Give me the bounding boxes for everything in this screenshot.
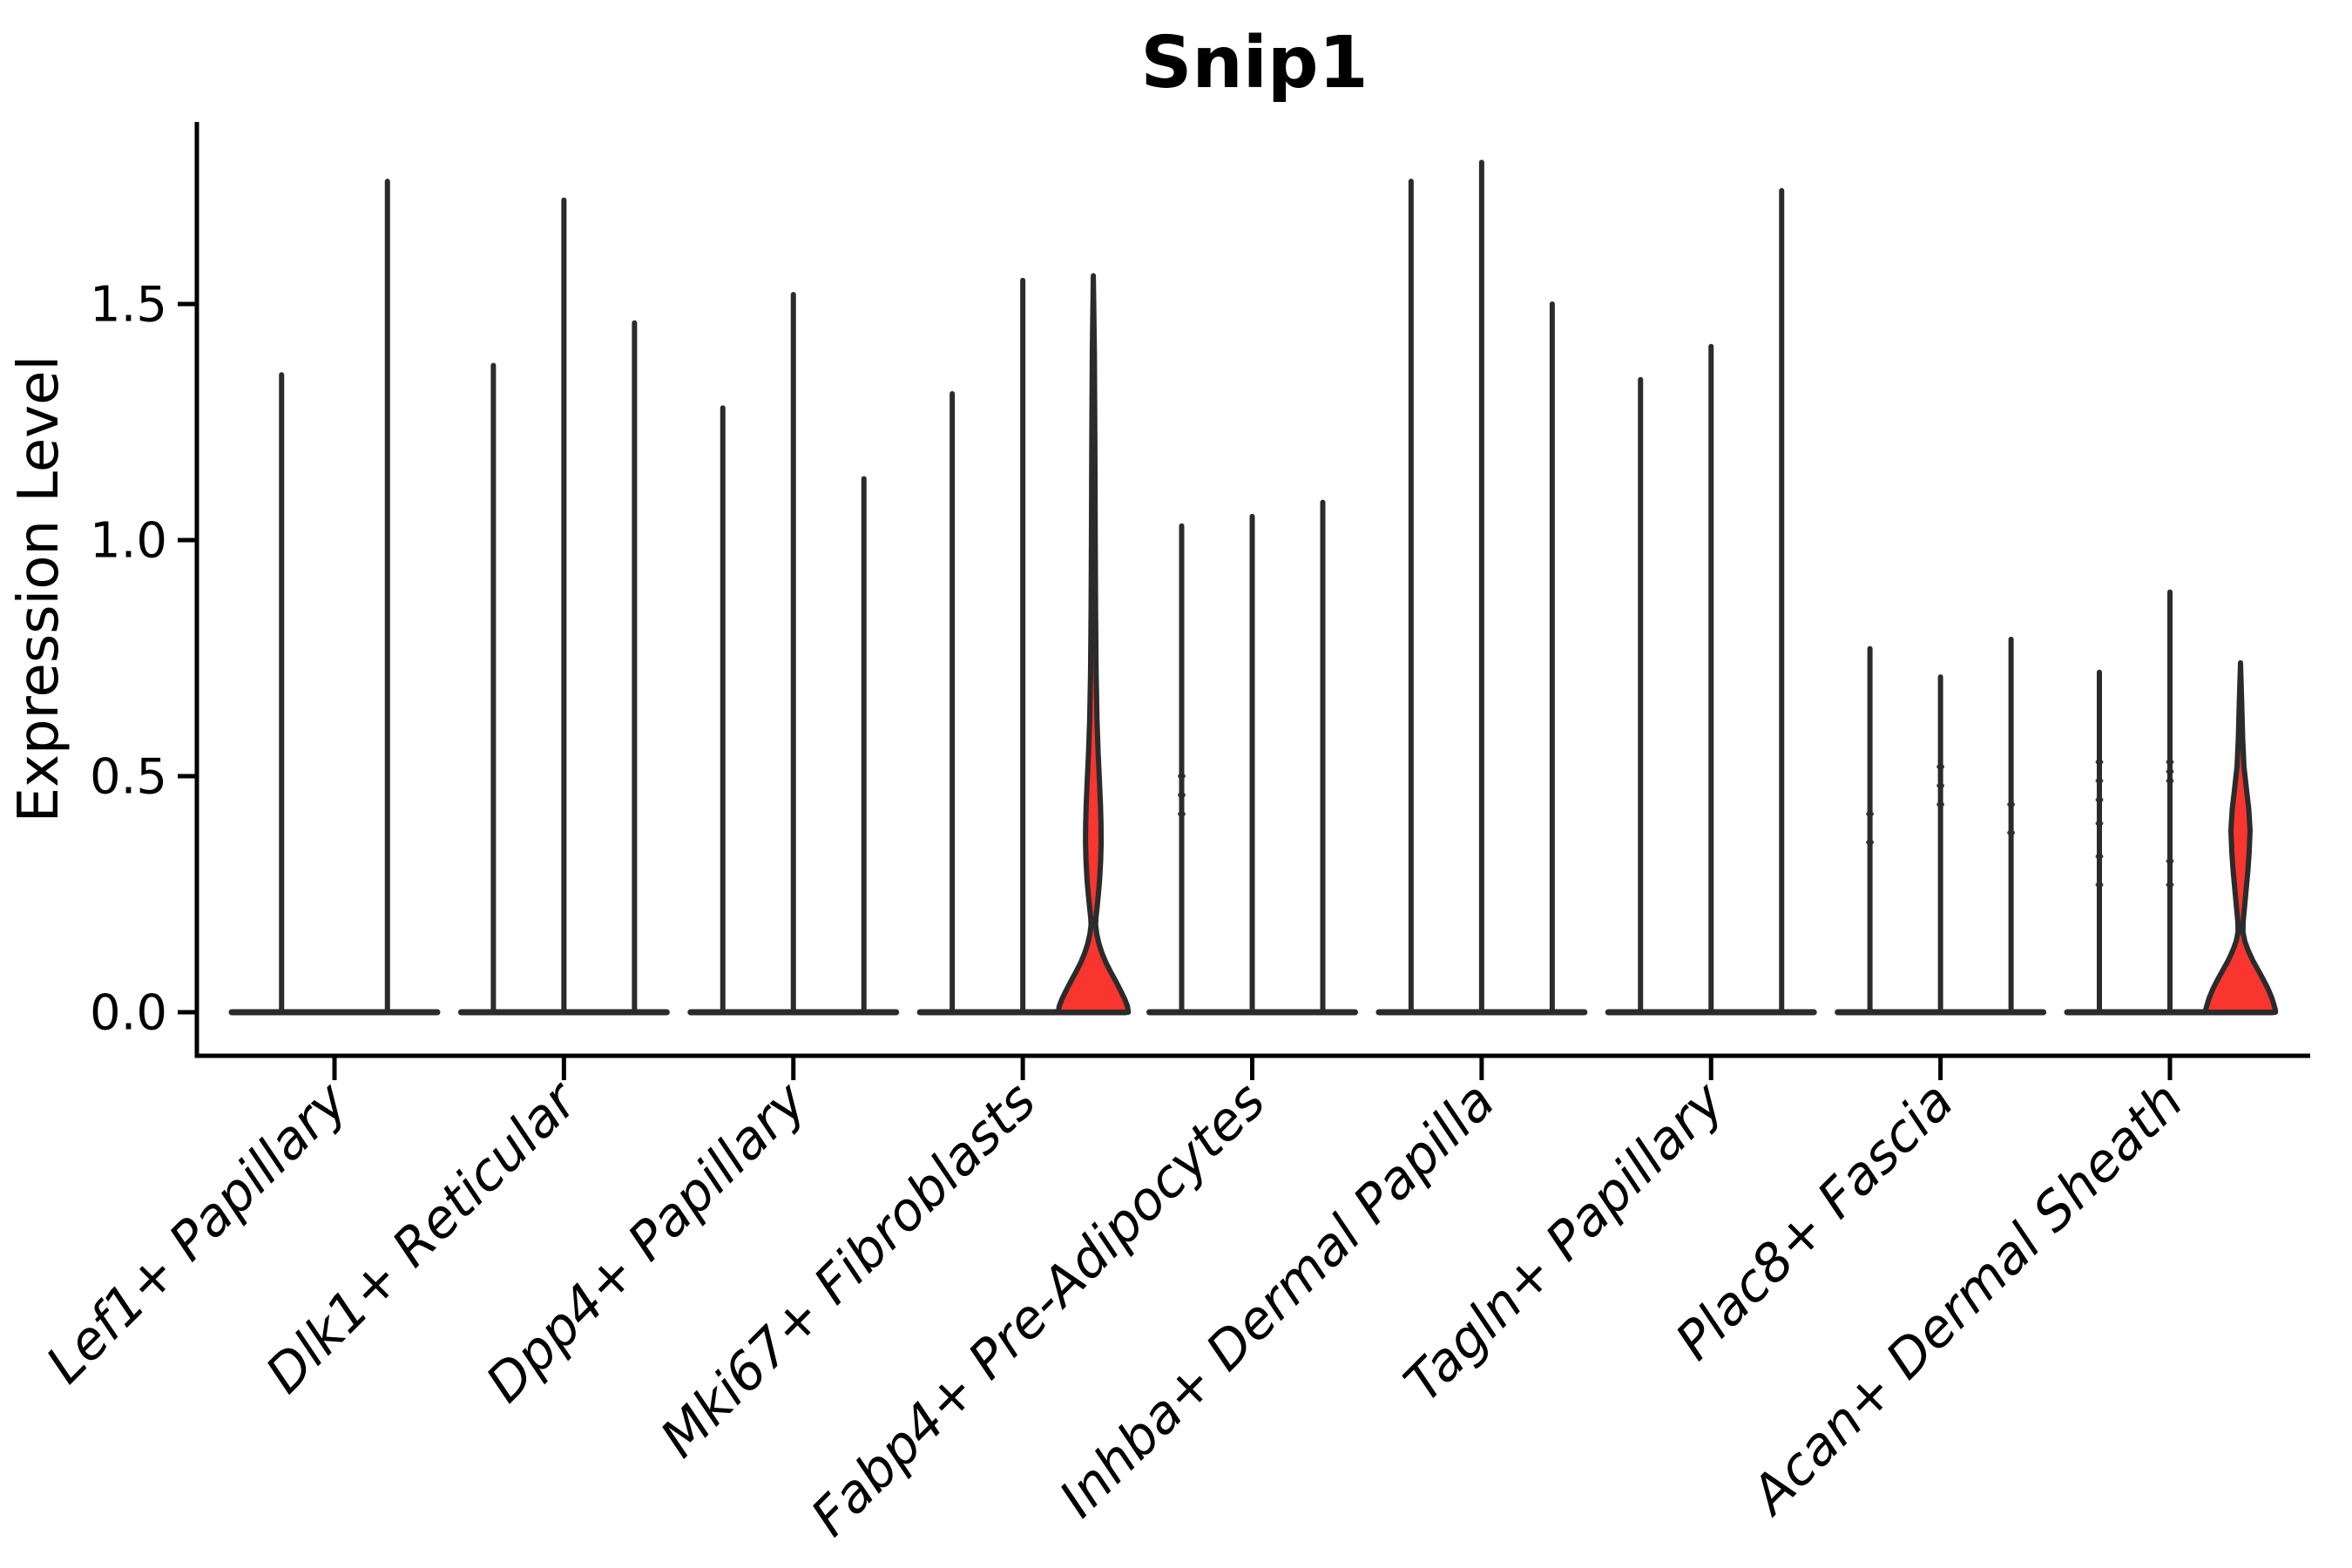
x-tick-label: Fabp4+ Pre-Adipocytes bbox=[800, 1071, 1277, 1548]
x-tick-label: Inhba+ Dermal Papilla bbox=[1048, 1071, 1506, 1529]
jitter-point bbox=[1936, 801, 1945, 808]
jitter-point bbox=[2007, 801, 2016, 808]
jitter-point bbox=[2166, 858, 2174, 864]
chart-title: Snip1 bbox=[1140, 22, 1368, 105]
violin-group bbox=[1605, 187, 1817, 1016]
violins bbox=[228, 159, 2279, 1016]
y-tick-label: 1.0 bbox=[90, 513, 167, 570]
x-tick-label: Mki67+ Fibroblasts bbox=[649, 1071, 1048, 1470]
jitter-point bbox=[1866, 839, 1875, 845]
y-tick-label: 0.0 bbox=[90, 985, 167, 1042]
jitter-point bbox=[1866, 811, 1875, 817]
highlight-violin bbox=[2202, 659, 2279, 1015]
highlight-violin bbox=[1055, 273, 1132, 1015]
jitter-point bbox=[2007, 830, 2016, 836]
violin-base bbox=[228, 1009, 441, 1016]
violin-group bbox=[457, 197, 670, 1016]
y-tick-label: 1.5 bbox=[90, 277, 167, 334]
jitter-point bbox=[2095, 778, 2104, 784]
jitter-point bbox=[2166, 882, 2174, 888]
violin-group bbox=[228, 179, 441, 1016]
jitter-point bbox=[2095, 759, 2104, 765]
x-tick-label: Acan+ Dermal Sheath bbox=[1738, 1071, 2195, 1528]
jitter-point bbox=[2166, 778, 2174, 784]
y-tick-label: 0.5 bbox=[90, 749, 167, 806]
violin-group bbox=[2064, 589, 2279, 1016]
violin-group bbox=[1146, 499, 1358, 1016]
violin-group bbox=[916, 273, 1132, 1016]
jitter-point bbox=[1936, 764, 1945, 770]
jitter-point bbox=[2095, 821, 2104, 827]
jitter-point bbox=[1178, 792, 1186, 798]
violin-group bbox=[1835, 636, 2047, 1016]
violin-group bbox=[1375, 159, 1588, 1016]
jitter-point bbox=[2095, 797, 2104, 803]
y-axis-label: Expression Level bbox=[7, 355, 71, 823]
jitter-point bbox=[1936, 782, 1945, 788]
jitter-point bbox=[2166, 768, 2174, 774]
jitter-point bbox=[2095, 882, 2104, 888]
jitter-point bbox=[1178, 811, 1186, 817]
jitter-point bbox=[1178, 774, 1186, 779]
jitter-point bbox=[2095, 854, 2104, 860]
violin-group bbox=[687, 292, 900, 1016]
jitter-point bbox=[2166, 759, 2174, 765]
